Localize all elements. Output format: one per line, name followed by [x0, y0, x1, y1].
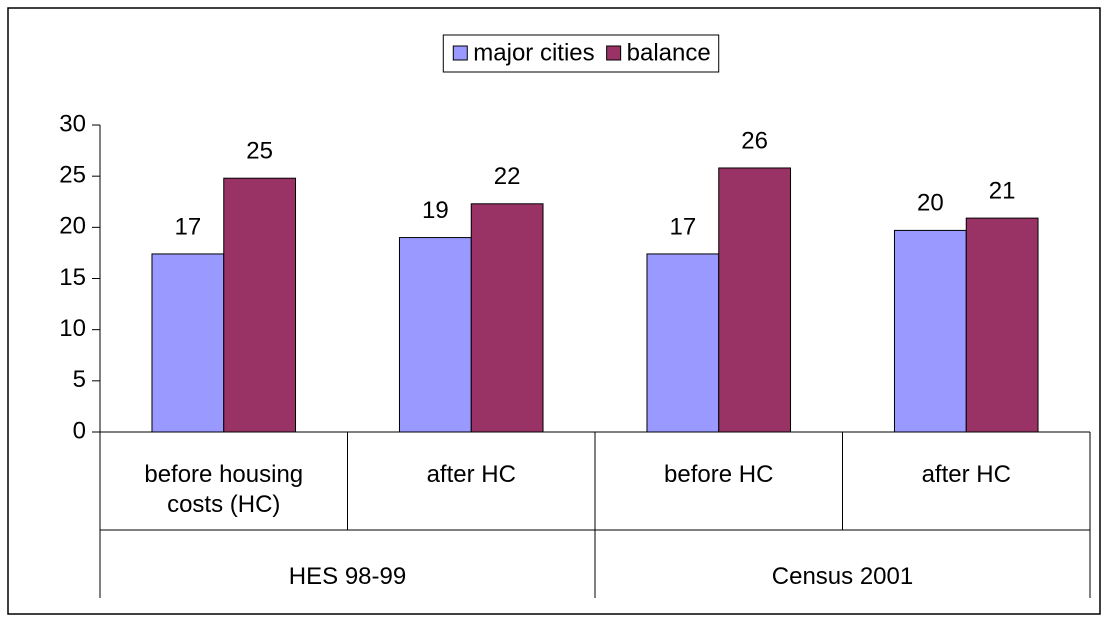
legend-label: major cities — [473, 39, 594, 66]
bar — [965, 217, 1039, 433]
category-label: before housing costs (HC) — [144, 461, 304, 518]
bar — [893, 229, 967, 433]
data-label: 17 — [175, 213, 202, 240]
y-tick-label: 10 — [59, 315, 86, 342]
data-label: 17 — [670, 213, 697, 240]
data-label: 20 — [917, 190, 944, 217]
data-label: 26 — [741, 127, 768, 154]
bar — [718, 167, 792, 433]
bar — [151, 253, 225, 433]
y-tick-label: 20 — [59, 213, 86, 240]
bar — [223, 177, 297, 433]
category-label: after HC — [426, 461, 516, 488]
y-tick-label: 15 — [59, 264, 86, 291]
group-label: HES 98-99 — [288, 563, 407, 590]
legend-swatch — [606, 45, 622, 61]
data-label: 22 — [494, 163, 521, 190]
data-label: 21 — [989, 177, 1016, 204]
bar — [398, 237, 472, 433]
y-tick-label: 0 — [73, 417, 86, 444]
legend-box — [442, 34, 720, 73]
group-label: Census 2001 — [771, 563, 914, 590]
legend-swatch — [452, 45, 468, 61]
bar — [470, 203, 544, 433]
bar — [646, 253, 720, 433]
data-label: 19 — [422, 197, 449, 224]
y-tick-label: 5 — [73, 366, 86, 393]
category-label: before HC — [664, 461, 774, 488]
legend-label: balance — [627, 39, 711, 66]
data-label: 25 — [246, 138, 273, 165]
y-tick-label: 25 — [59, 162, 86, 189]
category-label: after HC — [921, 461, 1011, 488]
y-tick-label: 30 — [59, 110, 86, 137]
